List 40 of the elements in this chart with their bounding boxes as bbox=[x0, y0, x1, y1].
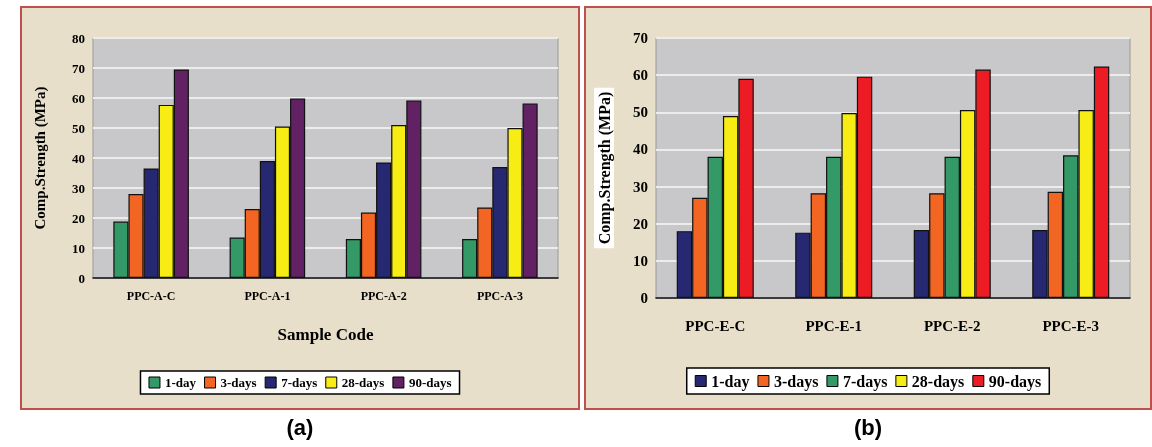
y-tick-label: 40 bbox=[72, 150, 85, 166]
y-tick-label: 0 bbox=[78, 270, 85, 286]
y-tick-label: 50 bbox=[72, 120, 85, 136]
y-tick-label: 30 bbox=[72, 180, 85, 196]
x-tick-label: PPC-E-1 bbox=[805, 317, 863, 334]
legend-label: 90-days bbox=[408, 375, 452, 390]
y-tick-label: 80 bbox=[72, 30, 85, 46]
y-tick-label: 50 bbox=[633, 104, 648, 121]
x-tick-label: PPC-E-3 bbox=[1042, 317, 1100, 334]
x-tick-label: PPC-A-1 bbox=[244, 289, 291, 303]
y-tick-label: 70 bbox=[72, 60, 85, 76]
y-tick-label: 70 bbox=[633, 30, 648, 46]
legend-label: 28-days bbox=[341, 375, 385, 390]
y-axis-title: Comp.Strength (MPa) bbox=[595, 91, 614, 245]
y-tick-label: 40 bbox=[633, 141, 648, 158]
y-tick-label: 10 bbox=[72, 240, 85, 256]
x-tick-label: PPC-A-C bbox=[126, 289, 176, 303]
legend-label: 28-days bbox=[911, 372, 965, 391]
text: (b) bbox=[852, 415, 884, 441]
y-tick-label: 20 bbox=[633, 215, 648, 232]
x-tick-label: PPC-E-C bbox=[685, 317, 746, 334]
legend-label: 3-days bbox=[773, 372, 819, 391]
text: (a) bbox=[285, 415, 315, 441]
y-tick-label: 10 bbox=[633, 252, 648, 269]
legend-label: 1-day bbox=[711, 372, 750, 391]
legend-label: 90-days bbox=[988, 372, 1042, 391]
y-tick-label: 30 bbox=[633, 178, 648, 195]
legend-label: 7-days bbox=[842, 372, 888, 391]
y-tick-label: 20 bbox=[72, 210, 85, 226]
x-tick-label: PPC-A-3 bbox=[476, 289, 523, 303]
x-tick-label: PPC-A-2 bbox=[360, 289, 407, 303]
x-tick-label: PPC-E-2 bbox=[923, 317, 981, 334]
legend-label: 3-days bbox=[220, 375, 257, 390]
y-tick-label: 60 bbox=[633, 67, 648, 84]
y-tick-label: 60 bbox=[72, 90, 85, 106]
x-axis-title: Sample Code bbox=[277, 325, 374, 344]
legend-label: 7-days bbox=[281, 375, 318, 390]
y-axis-title: Comp.Strength (MPa) bbox=[31, 86, 49, 230]
y-tick-label: 0 bbox=[640, 290, 648, 306]
legend-label: 1-day bbox=[164, 375, 197, 390]
